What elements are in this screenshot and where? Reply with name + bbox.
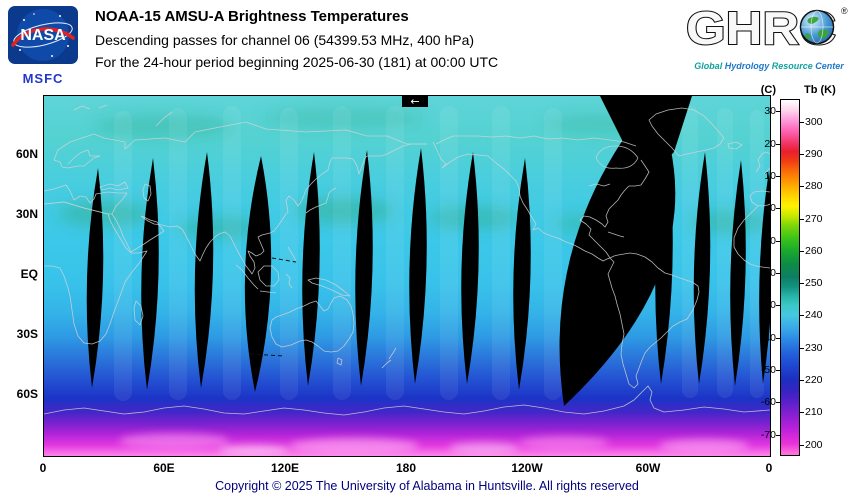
- celsius-tick-label: 0: [770, 202, 776, 215]
- colorbar-tick: [800, 121, 804, 123]
- ghrc-logo: GHRC ® Global Hydrology Resource Center: [685, 1, 854, 71]
- nasa-logo: NASA MSFC: [8, 6, 78, 86]
- nasa-insignia-icon: NASA: [8, 6, 78, 64]
- kelvin-tick-label: 250: [805, 277, 823, 290]
- latitude-tick-label: 30N: [15, 207, 38, 221]
- kelvin-tick-label: 220: [805, 374, 823, 387]
- celsius-tick-label: 10: [764, 170, 776, 183]
- msfc-label: MSFC: [22, 71, 64, 86]
- celsius-tick-label: -60: [760, 396, 776, 409]
- kelvin-tick-label: 210: [805, 406, 823, 419]
- latitude-tick-label: 60S: [16, 387, 38, 401]
- kelvin-tick-label: 240: [805, 309, 823, 322]
- colorbar-tick: [776, 143, 780, 145]
- colorbar-tick: [776, 337, 780, 339]
- celsius-tick-label: -20: [760, 266, 776, 279]
- coastlines: [44, 104, 770, 416]
- brightness-temperature-map: ←: [44, 96, 770, 456]
- colorbar-tick: [800, 186, 804, 188]
- map-panel: ←: [43, 95, 771, 457]
- subtitle-period: For the 24-hour period beginning 2025-06…: [95, 54, 499, 70]
- kelvin-tick-label: 270: [805, 212, 823, 225]
- celsius-tick-label: -10: [760, 234, 776, 247]
- latitude-tick-label: EQ: [20, 267, 38, 281]
- colorbar-tick: [800, 153, 804, 155]
- scan-start-marker: ←: [402, 96, 428, 108]
- longitude-tick-label: 60E: [153, 461, 175, 475]
- longitude-tick-label: 180: [395, 461, 417, 475]
- colorbar-tick: [800, 380, 804, 382]
- colorbar-tick: [776, 240, 780, 242]
- colorbar-tick: [776, 402, 780, 404]
- colorbar-tick: [776, 111, 780, 113]
- kelvin-tick-label: 230: [805, 341, 823, 354]
- colorbar-tick: [800, 315, 804, 317]
- colorbar-tick: [800, 218, 804, 220]
- celsius-tick-label: -40: [760, 331, 776, 344]
- colorbar-title-kelvin: Tb (K): [804, 84, 836, 96]
- celsius-tick-label: -30: [760, 299, 776, 312]
- ghrc-tagline: Global Hydrology Resource Center: [686, 61, 852, 71]
- colorbar-tick: [800, 412, 804, 414]
- data-artifact-dashes: [249, 257, 297, 357]
- antarctic-bright-streaks: [119, 433, 749, 455]
- copyright: Copyright © 2025 The University of Alaba…: [215, 479, 639, 493]
- colorbar: [780, 99, 800, 456]
- header-titles: NOAA-15 AMSU-A Brightness Temperatures D…: [95, 8, 498, 76]
- celsius-tick-label: 20: [764, 137, 776, 150]
- colorbar-tick: [800, 283, 804, 285]
- registered-mark: ®: [841, 6, 848, 16]
- ghrc-tagline-word: Center: [815, 61, 844, 71]
- colorbar-tick: [800, 250, 804, 252]
- celsius-tick-label: 30: [764, 105, 776, 118]
- colorbar-tick: [776, 305, 780, 307]
- colorbar-tick: [776, 369, 780, 371]
- longitude-tick-label: 0: [39, 461, 47, 475]
- ghrc-wordmark-icon: GHRC ®: [685, 1, 848, 55]
- swath-brightness-bands: [114, 106, 764, 401]
- colorbar-tick: [776, 434, 780, 436]
- colorbar-tick: [776, 176, 780, 178]
- ghrc-tagline-word: Hydrology: [724, 61, 770, 71]
- subtitle-channel: Descending passes for channel 06 (54399.…: [95, 32, 475, 48]
- colorbar-tick: [800, 444, 804, 446]
- kelvin-tick-label: 280: [805, 180, 823, 193]
- left-arrow-icon: ←: [410, 96, 419, 108]
- celsius-tick-label: -50: [760, 363, 776, 376]
- longitude-tick-label: 120E: [270, 461, 300, 475]
- orbit-gap-swaths: [86, 96, 770, 406]
- kelvin-tick-label: 200: [805, 438, 823, 451]
- longitude-tick-label: 0: [765, 461, 773, 475]
- page-title: NOAA-15 AMSU-A Brightness Temperatures: [95, 8, 409, 25]
- longitude-tick-label: 120W: [511, 461, 543, 475]
- large-orbit-gap: [559, 98, 676, 406]
- colorbar-tick: [800, 347, 804, 349]
- nasa-wordmark: NASA: [20, 27, 66, 44]
- ghrc-tagline-word: Global: [694, 61, 723, 71]
- latitude-tick-label: 30S: [16, 327, 38, 341]
- colorbar-tick: [776, 272, 780, 274]
- longitude-tick-label: 60W: [635, 461, 661, 475]
- colorbar-tick: [776, 208, 780, 210]
- colorbar-title-celsius: (C): [760, 84, 776, 96]
- colorbar-gradient: [781, 100, 799, 455]
- kelvin-tick-label: 300: [805, 115, 823, 128]
- latitude-tick-label: 60N: [15, 147, 38, 161]
- celsius-tick-label: -70: [760, 428, 776, 441]
- ghrc-tagline-word: Resource: [771, 61, 813, 71]
- kelvin-tick-label: 290: [805, 147, 823, 160]
- kelvin-tick-label: 260: [805, 244, 823, 257]
